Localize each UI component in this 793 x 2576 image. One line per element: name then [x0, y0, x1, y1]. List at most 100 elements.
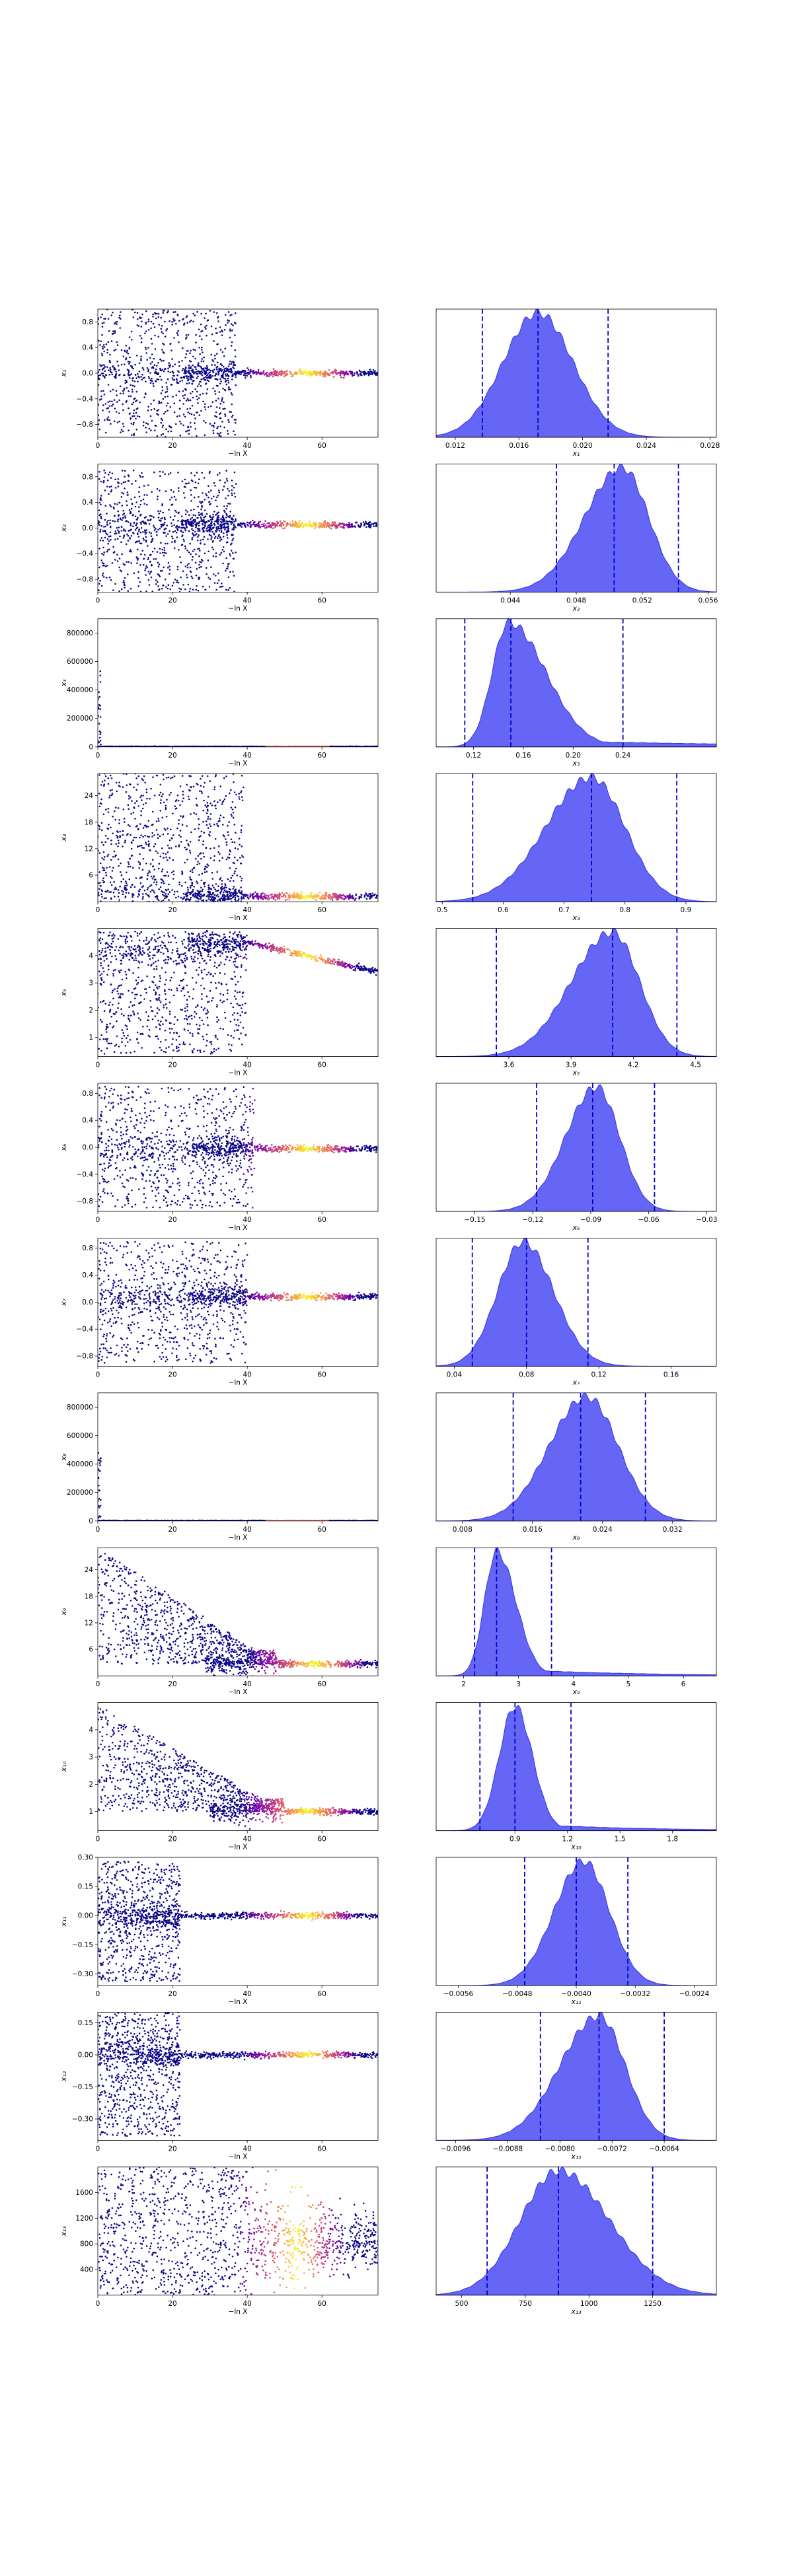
trace-point: [153, 558, 155, 560]
trace-point: [159, 886, 162, 888]
trace-point: [141, 320, 143, 323]
trace-point: [196, 398, 198, 401]
trace-point: [194, 481, 197, 483]
trace-point: [212, 896, 215, 898]
trace-point: [208, 577, 209, 579]
trace-point: [215, 552, 217, 554]
trace-point: [186, 511, 188, 513]
trace-point: [319, 522, 321, 524]
trace-point: [233, 903, 235, 905]
trace-point: [107, 777, 109, 779]
trace-point: [157, 413, 159, 416]
trace-point: [98, 318, 99, 320]
trace-point: [373, 525, 375, 527]
trace-point: [205, 312, 207, 315]
trace-point: [206, 324, 208, 327]
trace-point: [161, 360, 163, 362]
trace-point: [98, 471, 100, 473]
trace-point: [191, 559, 194, 561]
trace-point: [167, 875, 170, 877]
trace-point: [144, 781, 146, 784]
trace-point: [104, 419, 106, 421]
trace-point: [225, 886, 228, 889]
trace-point: [149, 885, 151, 887]
trace-point: [303, 372, 305, 375]
trace-point: [292, 522, 294, 524]
trace-point: [194, 349, 196, 351]
trace-point: [200, 410, 202, 412]
trace-point: [99, 531, 101, 533]
trace-point: [213, 855, 215, 857]
trace-point: [219, 745, 221, 747]
trace-point: [130, 384, 132, 386]
trace-point: [167, 888, 169, 890]
trace-point: [212, 540, 214, 542]
trace-point: [198, 478, 200, 480]
trace-point: [324, 520, 326, 522]
trace-point: [102, 480, 105, 482]
trace-point: [144, 569, 146, 571]
trace-point: [183, 540, 185, 542]
trace-point: [182, 906, 184, 908]
trace-point: [191, 884, 194, 886]
trace-point: [184, 846, 186, 849]
trace-point: [321, 526, 324, 528]
trace-point: [119, 830, 121, 833]
trace-point: [222, 526, 225, 529]
trace-point: [190, 500, 192, 502]
trace-point: [233, 363, 235, 365]
trace-point: [202, 559, 204, 562]
trace-point: [324, 373, 326, 376]
trace-point: [143, 517, 146, 519]
trace-point: [153, 890, 155, 892]
trace-point: [139, 746, 142, 747]
trace-point: [102, 375, 104, 377]
trace-point: [150, 403, 152, 405]
trace-point: [256, 524, 258, 526]
trace-point: [194, 745, 196, 747]
trace-point: [186, 336, 188, 338]
trace-point: [123, 583, 126, 586]
trace-point: [322, 524, 325, 526]
trace-point: [231, 480, 233, 482]
trace-point: [188, 530, 190, 532]
trace-point: [151, 515, 153, 517]
trace-point: [176, 579, 178, 582]
trace-point: [131, 800, 133, 802]
trace-point: [115, 532, 118, 534]
trace-point: [141, 799, 143, 801]
trace-point: [115, 371, 118, 373]
trace-point: [224, 347, 227, 349]
trace-point: [111, 333, 114, 335]
trace-point: [233, 841, 236, 843]
trace-point: [159, 783, 162, 786]
trace-point: [115, 843, 117, 845]
trace-point: [189, 566, 192, 569]
trace-point: [165, 528, 167, 530]
trace-point: [308, 524, 311, 526]
trace-point: [223, 426, 226, 429]
trace-point: [127, 573, 129, 575]
trace-point: [116, 344, 119, 346]
trace-point: [198, 414, 201, 416]
trace-point: [155, 850, 157, 852]
trace-point: [243, 786, 245, 789]
trace-point: [322, 373, 324, 375]
trace-point: [109, 519, 112, 522]
trace-point: [147, 872, 149, 875]
trace-point: [217, 896, 219, 898]
trace-point: [176, 525, 178, 527]
trace-point: [204, 378, 206, 381]
trace-point: [145, 322, 147, 325]
trace-point: [201, 358, 204, 360]
trace-point: [221, 334, 223, 337]
trace-point: [135, 411, 137, 414]
trace-point: [315, 524, 318, 526]
trace-point: [106, 513, 108, 515]
trace-point: [216, 427, 218, 429]
trace-point: [145, 431, 147, 433]
trace-point: [103, 526, 105, 528]
trace-point: [151, 550, 154, 553]
trace-point: [321, 522, 322, 524]
